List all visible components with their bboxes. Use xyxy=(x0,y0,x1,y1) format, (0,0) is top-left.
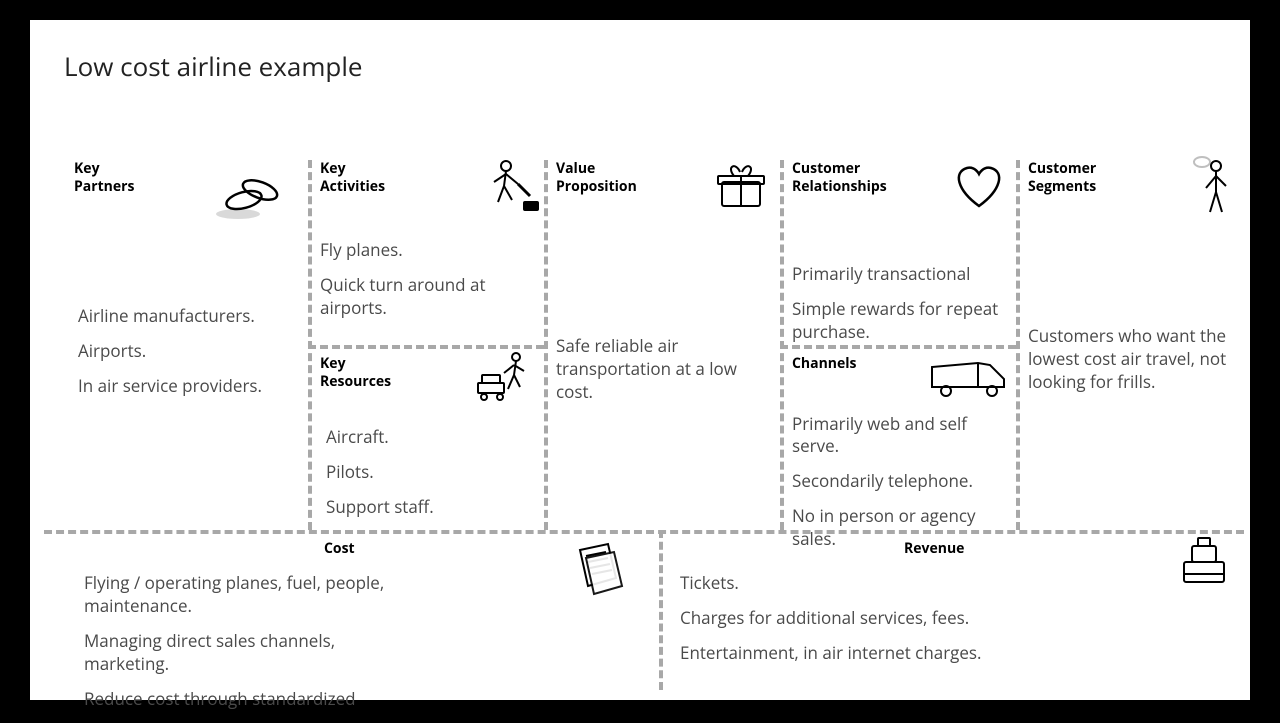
worker-hammer-icon xyxy=(480,156,540,214)
block-label: KeyPartners xyxy=(74,160,184,195)
divider xyxy=(1016,160,1020,530)
block-label: ValueProposition xyxy=(556,160,666,195)
divider xyxy=(659,530,663,690)
item: Fly planes. xyxy=(320,239,540,262)
block-body: Safe reliable air transportation at a lo… xyxy=(556,335,776,404)
item: Charges for additional services, fees. xyxy=(680,607,1244,630)
business-model-canvas: KeyPartners Airline manufacturers. Airpo… xyxy=(74,160,1244,690)
slide: Low cost airline example KeyPartners A xyxy=(30,20,1250,700)
block-label: KeyResources xyxy=(320,355,430,390)
block-body: Customers who want the lowest cost air t… xyxy=(1028,325,1243,394)
block-key-resources: KeyResources Aircraft. Pilots. Support s… xyxy=(320,355,540,531)
block-channels: Channels Primarily web and self serve. S… xyxy=(792,355,1012,563)
block-body: Fly planes. Quick turn around at airport… xyxy=(320,239,540,320)
divider xyxy=(44,530,1244,534)
item: Aircraft. xyxy=(326,426,540,449)
item: Primarily web and self serve. xyxy=(792,413,1012,459)
worker-cart-icon xyxy=(470,349,540,404)
block-body: Primarily web and self serve. Secondaril… xyxy=(792,413,1012,552)
block-key-activities: KeyActivities Fly planes. Quick turn aro… xyxy=(320,160,540,332)
block-label: Cost xyxy=(324,540,355,558)
item: In air service providers. xyxy=(78,375,304,398)
block-key-partners: KeyPartners Airline manufacturers. Airpo… xyxy=(74,160,304,410)
divider xyxy=(544,160,548,530)
item: Secondarily telephone. xyxy=(792,470,1012,493)
block-customer-relationships: CustomerRelationships Primarily transact… xyxy=(792,160,1012,356)
block-label: KeyActivities xyxy=(320,160,430,195)
block-body: Flying / operating planes, fuel, people,… xyxy=(74,572,414,711)
block-body: Airline manufacturers. Airports. In air … xyxy=(74,305,304,398)
item: Airports. xyxy=(78,340,304,363)
item: Flying / operating planes, fuel, people,… xyxy=(84,572,414,618)
item: Customers who want the lowest cost air t… xyxy=(1028,325,1243,394)
slide-title: Low cost airline example xyxy=(64,48,1230,84)
item: Tickets. xyxy=(680,572,1244,595)
item: Managing direct sales channels, marketin… xyxy=(84,630,414,676)
item: Simple rewards for repeat purchase. xyxy=(792,298,1012,344)
item: Pilots. xyxy=(326,461,540,484)
block-cost: Cost Flying / operating planes, fuel, pe… xyxy=(74,538,654,723)
linked-rings-icon xyxy=(214,160,294,220)
block-body: Primarily transactional Simple rewards f… xyxy=(792,263,1012,344)
block-label: Revenue xyxy=(904,540,964,558)
item: Quick turn around at airports. xyxy=(320,274,540,320)
item: Primarily transactional xyxy=(792,263,1012,286)
item: Safe reliable air transportation at a lo… xyxy=(556,335,776,404)
block-label: CustomerRelationships xyxy=(792,160,902,195)
heart-icon xyxy=(947,158,1012,213)
item: Airline manufacturers. xyxy=(78,305,304,328)
person-standing-icon xyxy=(1188,156,1238,218)
block-label: CustomerSegments xyxy=(1028,160,1138,195)
item: Reduce cost through standardized xyxy=(84,688,414,711)
block-label: Channels xyxy=(792,355,902,373)
block-body: Aircraft. Pilots. Support staff. xyxy=(320,426,540,519)
gift-box-icon xyxy=(706,158,776,213)
block-customer-segments: CustomerSegments Customers who want the … xyxy=(1028,160,1243,406)
item: Entertainment, in air internet charges. xyxy=(680,642,1244,665)
item: Support staff. xyxy=(326,496,540,519)
papers-icon xyxy=(564,538,634,598)
truck-icon xyxy=(922,353,1012,403)
block-body: Tickets. Charges for additional services… xyxy=(674,572,1244,665)
block-revenue: Revenue Tickets. Charges for additional … xyxy=(674,538,1244,677)
cash-register-icon xyxy=(1174,532,1234,592)
block-value-proposition: ValueProposition Safe reliable air trans… xyxy=(556,160,776,416)
